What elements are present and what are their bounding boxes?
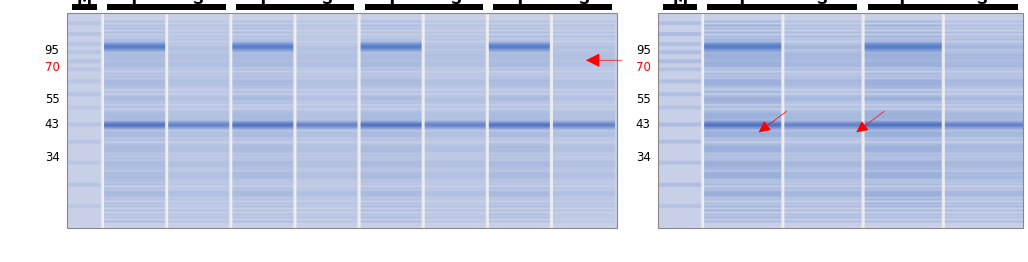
Text: 43: 43 [636, 118, 651, 131]
Bar [72, 4, 97, 10]
Text: T: T [515, 0, 525, 8]
Text: S: S [579, 0, 590, 8]
Text: T: T [258, 0, 268, 8]
Bar [663, 4, 697, 10]
Text: 95: 95 [636, 44, 651, 57]
Text: S: S [817, 0, 828, 8]
Text: 55: 55 [45, 92, 60, 106]
Bar [868, 4, 1018, 10]
Text: S: S [193, 0, 205, 8]
Text: T: T [130, 0, 140, 8]
Bar [365, 4, 483, 10]
Text: S: S [978, 0, 988, 8]
Text: 34: 34 [45, 151, 60, 163]
Bar [107, 4, 226, 10]
Text: M: M [672, 0, 688, 8]
Text: S: S [322, 0, 333, 8]
Text: M: M [77, 0, 93, 8]
Text: T: T [387, 0, 397, 8]
Text: T: T [737, 0, 747, 8]
Text: 70: 70 [636, 61, 651, 74]
Text: 55: 55 [636, 92, 651, 106]
Text: 43: 43 [45, 118, 60, 131]
Text: 34: 34 [636, 151, 651, 163]
Bar [658, 13, 1023, 228]
Bar [67, 13, 617, 228]
Bar [707, 4, 857, 10]
Text: T: T [897, 0, 908, 8]
Text: S: S [450, 0, 462, 8]
Text: 70: 70 [45, 61, 60, 74]
Text: 95: 95 [45, 44, 60, 57]
Bar [493, 4, 612, 10]
Bar [236, 4, 355, 10]
